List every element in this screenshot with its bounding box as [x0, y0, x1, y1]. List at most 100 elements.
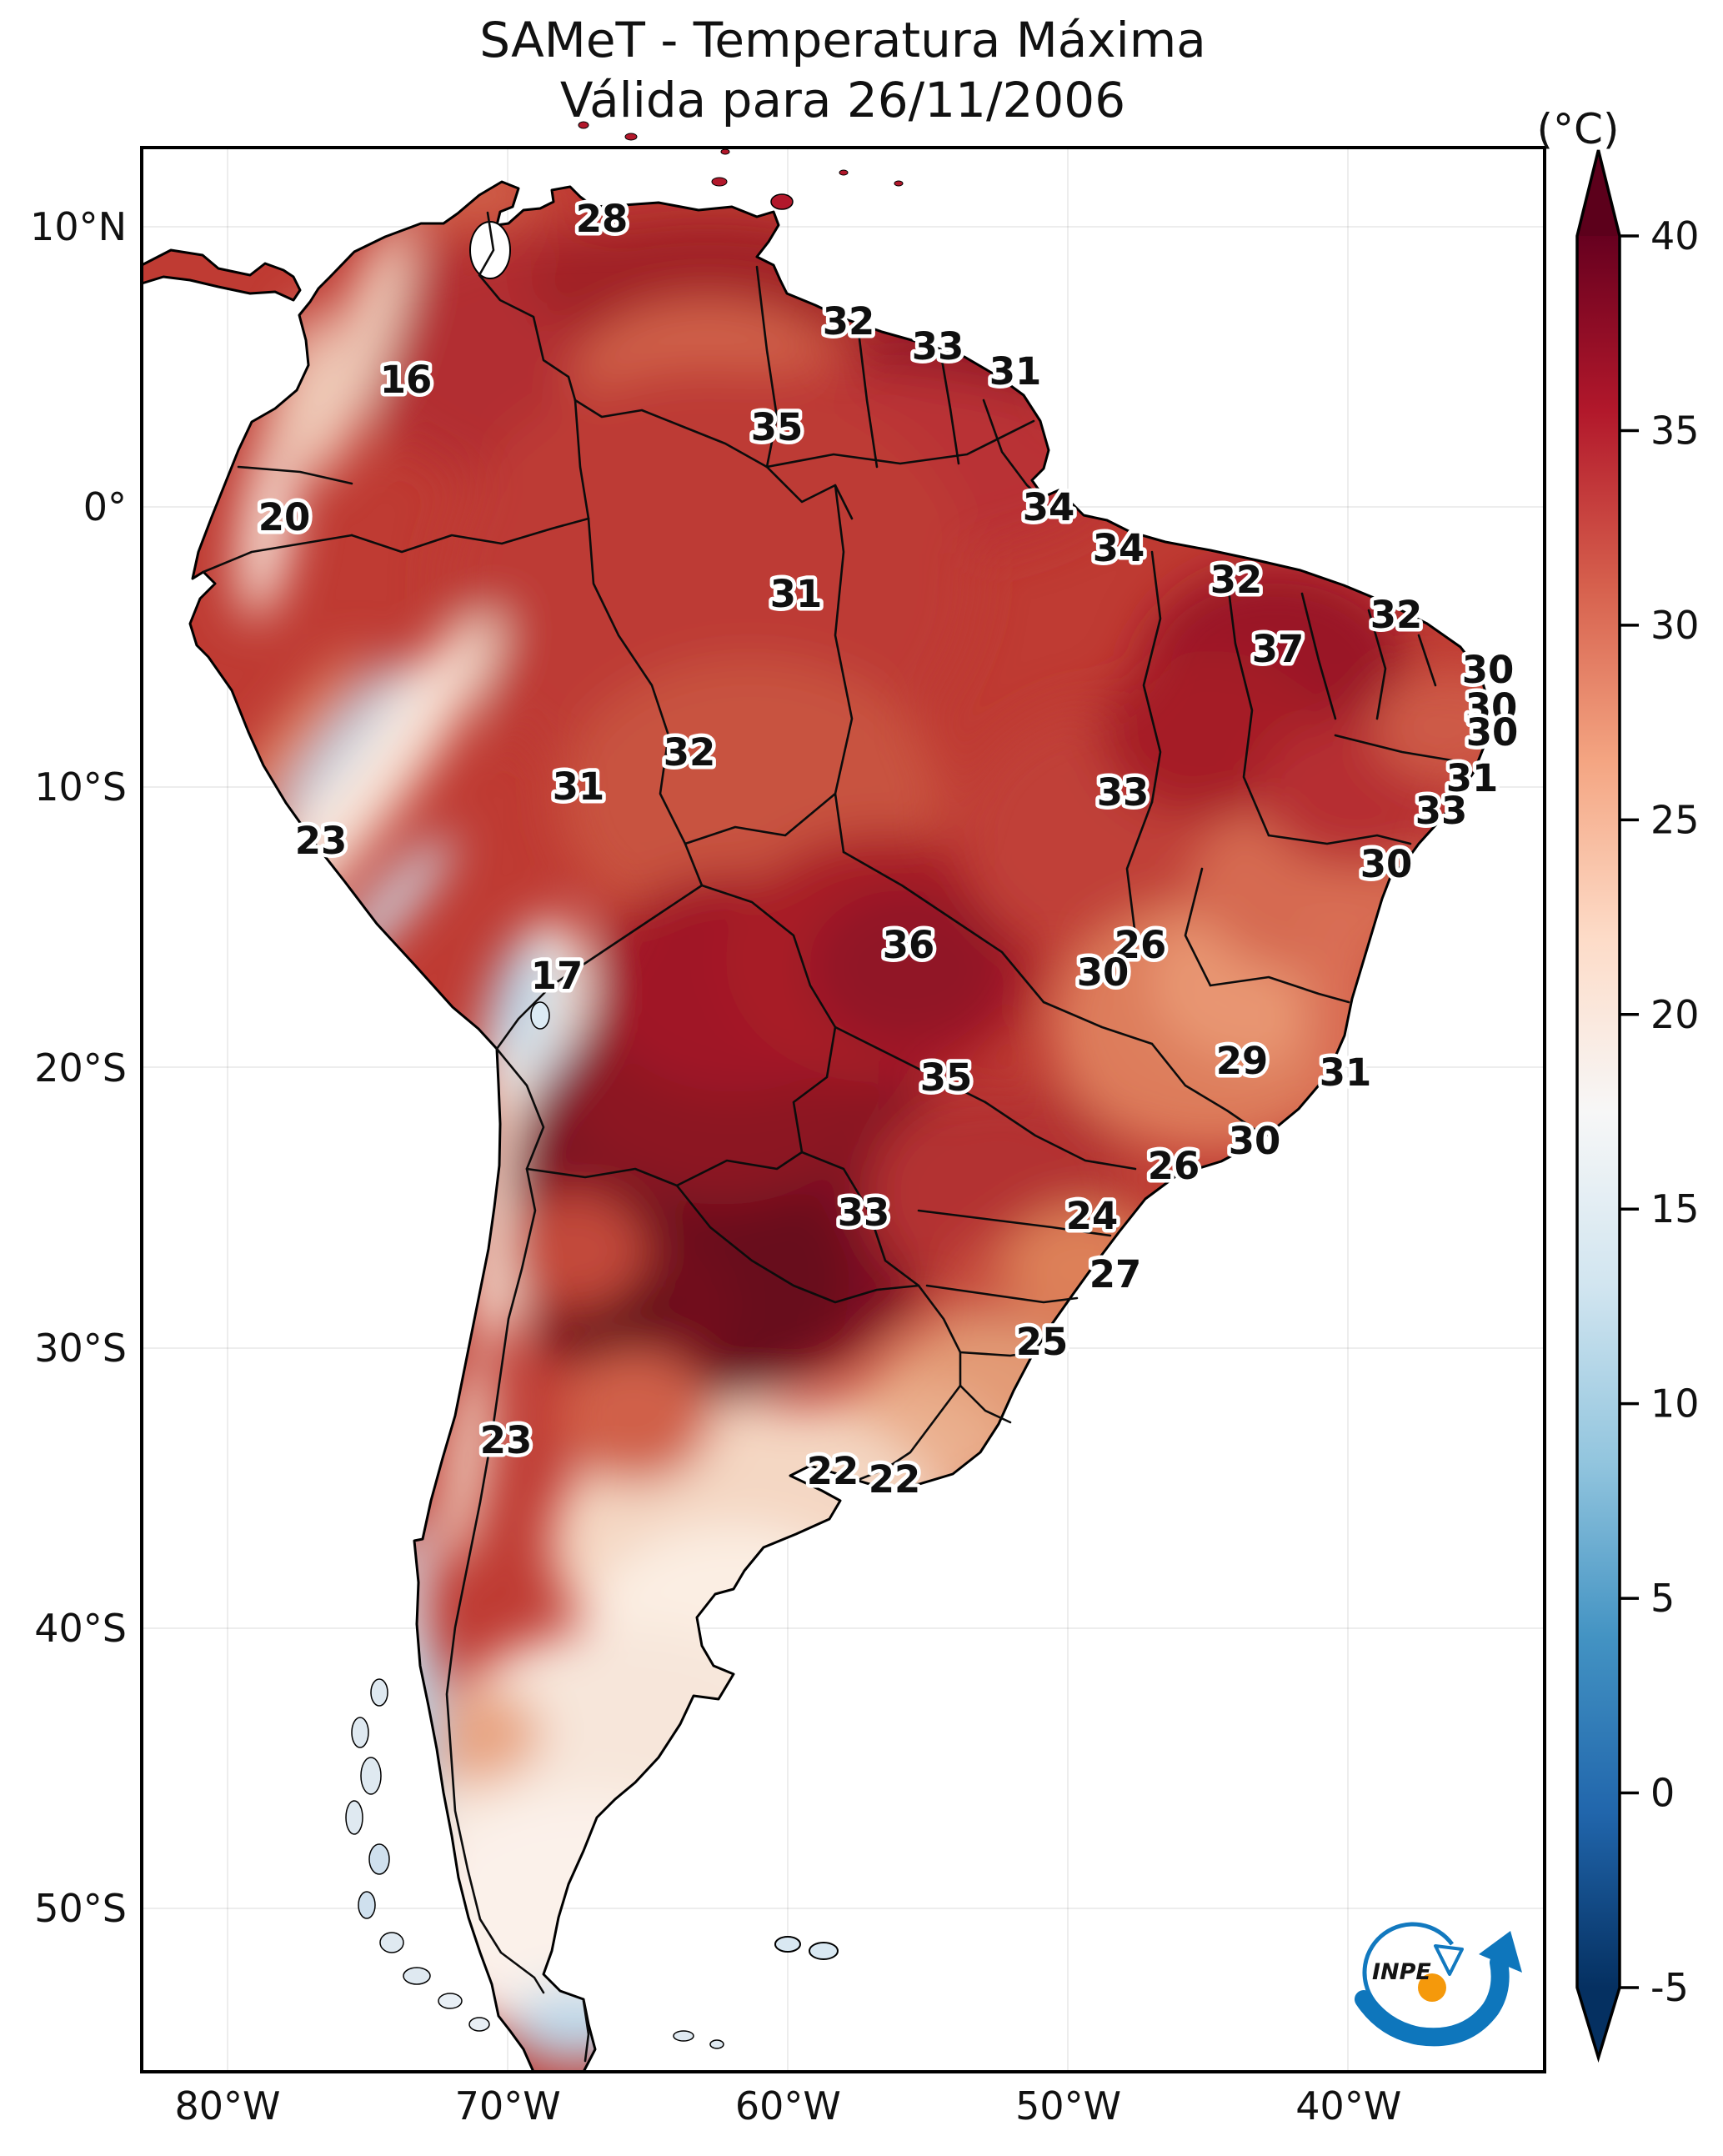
border-line [237, 465, 353, 485]
border-line [1142, 550, 1162, 804]
border-line [917, 1284, 962, 1387]
temp-label: 22 [807, 1449, 859, 1493]
border-line [587, 517, 704, 887]
temp-label: 31 [1320, 1050, 1372, 1095]
inpe-orange-dot-icon [1418, 1973, 1446, 2002]
border-line [1042, 1000, 1154, 1045]
temp-label: 16 [380, 358, 433, 402]
chart-title: SAMeT - Temperatura Máxima Válida para 2… [0, 10, 1685, 130]
lat-tick-label: 10°N [30, 204, 127, 249]
temp-label: 31 [770, 572, 823, 616]
border-line [925, 1284, 1079, 1304]
border-line [834, 1025, 987, 1104]
coastline [140, 180, 1490, 2073]
title-line-1: SAMeT - Temperatura Máxima [479, 12, 1206, 68]
colorbar-tick-label: 10 [1650, 1381, 1700, 1426]
colorbar-under-arrow [1577, 1988, 1620, 2058]
temp-label: 32 [1210, 558, 1263, 602]
title-line-2: Válida para 26/11/2006 [559, 72, 1126, 128]
border-line [202, 534, 353, 574]
temp-label: 30 [1077, 950, 1129, 995]
border-line [1367, 609, 1387, 720]
border-line [582, 1999, 590, 2063]
colorbar-tick-label: 20 [1650, 992, 1700, 1037]
lon-tick-label: 80°W [174, 2083, 281, 2128]
temp-label: 31 [553, 765, 605, 809]
temp-label: 37 [1252, 627, 1305, 671]
islands [345, 121, 904, 2049]
temp-label: 33 [1415, 789, 1468, 833]
border-line [1417, 634, 1437, 687]
inpe-arrowhead-icon [1479, 1931, 1522, 1973]
lat-tick-label: 30°S [34, 1325, 127, 1371]
border-line [765, 419, 1035, 469]
inpe-down-arrow-icon [1434, 1944, 1464, 1976]
colorbar-tick-label: 5 [1650, 1576, 1675, 1621]
border-line [1125, 800, 1154, 937]
temp-label: 31 [989, 349, 1042, 394]
border-line [857, 330, 879, 469]
border-line [859, 1384, 962, 1481]
colorbar-over-arrow [1577, 150, 1620, 236]
colorbar-tick-label: 30 [1650, 603, 1700, 648]
colorbar-tick-label: 40 [1650, 213, 1700, 258]
colorbar-ticks: 40 35 30 25 20 15 10 5 0 -5 [1620, 213, 1700, 2010]
colorbar-gradient-bar [1577, 236, 1620, 1988]
inpe-swoosh-arrow-icon [1355, 1953, 1510, 2047]
colorbar-tick-label: 25 [1650, 797, 1700, 842]
colorbar: 40 35 30 25 20 15 10 5 0 -5 (°C) [1537, 105, 1700, 2063]
lon-tick-label: 70°W [454, 2083, 561, 2128]
temp-label: 33 [838, 1191, 890, 1235]
border-line [1209, 975, 1350, 1004]
temp-label: 23 [295, 819, 348, 863]
temp-label: 35 [751, 405, 804, 449]
border-line [982, 399, 1045, 502]
temp-label: 24 [1066, 1194, 1119, 1238]
temp-label: 22 [869, 1457, 921, 1502]
border-line [1150, 1042, 1265, 1137]
border-line [984, 1101, 1137, 1171]
temp-label: 27 [1089, 1252, 1142, 1296]
temp-label: 23 [480, 1418, 533, 1462]
lat-tick-label: 0° [83, 484, 127, 530]
temp-label: 30 [1229, 1119, 1281, 1163]
temp-label: 30 [1465, 685, 1518, 730]
temp-label: 26 [1114, 923, 1167, 967]
colorbar-tick-label: 0 [1650, 1771, 1675, 1816]
temp-label: 30 [1360, 842, 1413, 886]
border-line [478, 211, 577, 402]
temp-label: 30 [1466, 710, 1519, 755]
border-line [350, 517, 590, 554]
temp-label: 28 [576, 197, 629, 241]
border-line [755, 265, 779, 469]
border-line [959, 1349, 1045, 1357]
temperature-raster [142, 182, 1489, 2072]
lat-tick-label: 20°S [34, 1045, 127, 1091]
border-line [675, 1151, 804, 1187]
temp-label: 32 [1370, 593, 1423, 637]
border-line [1225, 575, 1270, 837]
map-plot-frame [140, 146, 1546, 2073]
temp-label: 29 [1216, 1039, 1269, 1083]
colorbar-tick-label: 15 [1650, 1186, 1700, 1231]
border-line [1300, 592, 1337, 720]
border-line [1184, 867, 1212, 987]
temp-label: 34 [1093, 526, 1145, 570]
lakes [469, 221, 550, 1030]
border-line [700, 884, 837, 1154]
border-line [684, 792, 837, 845]
temp-label: 32 [823, 299, 875, 343]
border-line [573, 399, 590, 520]
border-line [675, 1184, 920, 1304]
border-line [939, 348, 960, 465]
colorbar-tick-label: 35 [1650, 408, 1700, 453]
temp-label: 17 [531, 954, 584, 998]
colorbar-tick-label: -5 [1650, 1965, 1689, 2010]
border-line [959, 1384, 1012, 1424]
border-line [765, 465, 854, 520]
border-line [445, 1167, 545, 1994]
border-line [525, 1167, 679, 1187]
colorbar-unit-label: (°C) [1537, 105, 1620, 153]
